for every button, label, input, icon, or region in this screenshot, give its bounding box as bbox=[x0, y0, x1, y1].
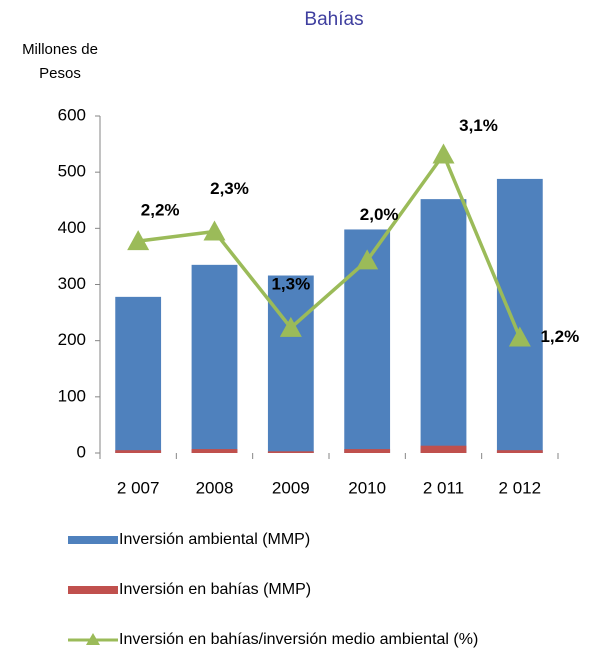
chart-title: Bahías bbox=[304, 9, 363, 30]
bar bbox=[496, 450, 543, 453]
x-tick-label: 2009 bbox=[272, 478, 310, 497]
y-tick-label: 500 bbox=[58, 162, 86, 181]
marker bbox=[508, 326, 531, 347]
bar bbox=[115, 296, 162, 453]
y-tick-label: 600 bbox=[58, 105, 86, 124]
y-tick-label: 200 bbox=[58, 330, 86, 349]
marker bbox=[432, 143, 455, 164]
bar bbox=[191, 449, 238, 453]
bar bbox=[191, 264, 238, 453]
x-tick-label: 2008 bbox=[196, 478, 234, 497]
legend-swatch bbox=[68, 586, 118, 594]
data-label: 2,2% bbox=[141, 201, 180, 220]
data-label: 2,0% bbox=[360, 205, 399, 224]
bar bbox=[115, 450, 162, 453]
y-tick-label: 300 bbox=[58, 274, 86, 293]
legend-swatch bbox=[68, 536, 118, 544]
data-label: 1,3% bbox=[271, 274, 310, 293]
legend-swatch bbox=[86, 633, 100, 645]
y-tick-label: 100 bbox=[58, 386, 86, 405]
y-tick-label: 400 bbox=[58, 218, 86, 237]
marker bbox=[203, 220, 226, 241]
bar bbox=[496, 178, 543, 453]
bar bbox=[267, 451, 314, 453]
y-axis-label: Millones de Pesos bbox=[22, 41, 98, 82]
data-label: 2,3% bbox=[210, 179, 249, 198]
bar bbox=[420, 445, 467, 453]
bar bbox=[267, 275, 314, 453]
x-tick-label: 2010 bbox=[348, 478, 386, 497]
legend-label: Inversión en bahías/inversión medio ambi… bbox=[119, 631, 478, 648]
y-tick-label: 0 bbox=[77, 442, 86, 461]
data-label: 3,1% bbox=[459, 116, 498, 135]
legend-label: Inversión ambiental (MMP) bbox=[119, 531, 310, 548]
marker bbox=[127, 230, 150, 251]
bar bbox=[344, 449, 391, 453]
x-tick-label: 2 012 bbox=[499, 478, 542, 497]
marker bbox=[279, 316, 302, 337]
bar bbox=[420, 199, 467, 453]
data-label: 1,2% bbox=[540, 327, 579, 346]
legend-label: Inversión en bahías (MMP) bbox=[119, 581, 311, 598]
line bbox=[137, 150, 522, 339]
x-tick-label: 2 011 bbox=[423, 478, 464, 497]
marker bbox=[356, 249, 379, 270]
x-tick-label: 2 007 bbox=[117, 478, 160, 497]
